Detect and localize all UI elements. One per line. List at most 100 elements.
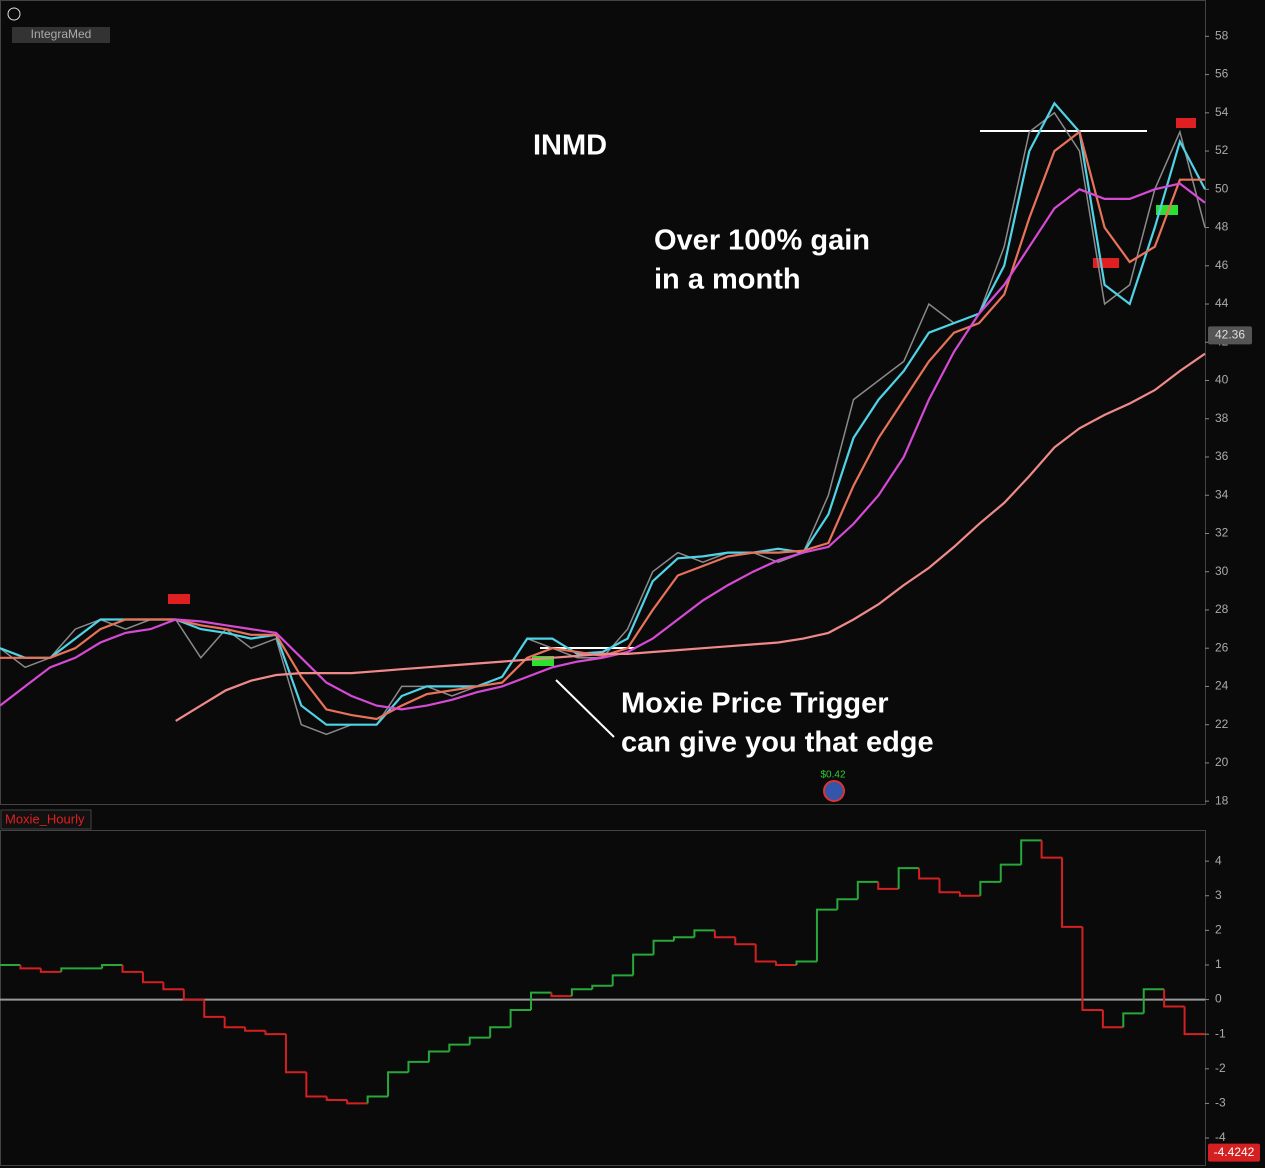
y-tick-label: 2	[1215, 923, 1222, 937]
step-segment	[877, 881, 899, 890]
study-icon[interactable]	[823, 780, 845, 802]
step-segment	[101, 963, 123, 969]
step-segment	[39, 968, 62, 973]
sell-signal	[1093, 258, 1119, 268]
step-segment	[366, 1095, 389, 1104]
step-segment	[509, 1008, 532, 1028]
y-tick-label: 38	[1215, 411, 1229, 425]
y-tick-label: 18	[1215, 793, 1229, 807]
y-tick-label: 28	[1215, 602, 1229, 616]
y-tick-label: 56	[1215, 67, 1229, 81]
step-segment	[918, 868, 940, 880]
y-tick-label: 26	[1215, 640, 1229, 654]
step-segment	[60, 967, 82, 972]
annotation: Moxie Price Trigger	[621, 688, 889, 720]
y-tick-label: 34	[1215, 487, 1229, 501]
step-segment	[999, 863, 1022, 882]
y-tick-label: 0	[1215, 992, 1222, 1006]
series-line	[0, 101, 1206, 726]
last-price-box	[1208, 326, 1252, 345]
step-segment	[223, 1016, 246, 1029]
step-segment	[19, 964, 41, 970]
step-segment	[795, 960, 817, 965]
step-segment	[672, 936, 695, 941]
series-line	[0, 111, 1206, 736]
step-segment	[1163, 989, 1185, 1008]
y-tick-label: 20	[1215, 755, 1229, 769]
step-segment	[611, 974, 634, 986]
step-segment	[162, 982, 184, 991]
step-segment	[775, 961, 797, 966]
step-segment	[468, 1036, 491, 1045]
step-segment	[1142, 988, 1165, 1014]
step-segment	[427, 1050, 450, 1062]
step-segment	[182, 989, 205, 1001]
step-segment	[141, 971, 164, 984]
last-value: -4.4242	[1214, 1145, 1255, 1159]
step-segment	[489, 1026, 511, 1038]
y-tick-label: 40	[1215, 373, 1229, 387]
buy-signal	[1156, 205, 1178, 215]
y-tick-label: -2	[1215, 1061, 1226, 1075]
y-tick-label: -1	[1215, 1026, 1226, 1040]
step-segment	[958, 892, 981, 897]
logo-box	[12, 27, 110, 43]
step-segment	[1020, 839, 1042, 865]
step-segment	[1040, 840, 1063, 859]
step-segment	[815, 908, 838, 962]
step-segment	[897, 867, 920, 889]
step-segment	[652, 939, 674, 955]
annotation: Over 100% gain	[654, 225, 870, 257]
annotation: in a month	[654, 264, 801, 296]
step-segment	[1122, 1012, 1144, 1028]
step-segment	[407, 1060, 429, 1073]
step-segment	[264, 1030, 286, 1036]
step-segment	[305, 1072, 327, 1098]
study-tab[interactable]	[0, 809, 92, 830]
series-line	[175, 352, 1206, 722]
step-segment	[325, 1096, 348, 1101]
y-tick-label: 24	[1215, 679, 1229, 693]
study-value: $0.42	[820, 770, 845, 781]
logo: IntegraMed	[31, 27, 92, 41]
y-tick-label: 3	[1215, 888, 1222, 902]
step-segment	[693, 929, 715, 938]
step-segment	[979, 880, 1001, 896]
step-segment	[1081, 926, 1103, 1011]
y-tick-label: 48	[1215, 220, 1229, 234]
step-segment	[1061, 857, 1083, 928]
step-segment	[570, 988, 593, 997]
y-tick-label: 30	[1215, 564, 1229, 578]
step-segment	[713, 930, 736, 939]
y-tick-label: 4	[1215, 853, 1222, 867]
last-price: 42.36	[1215, 328, 1245, 342]
y-tick-label: 44	[1215, 296, 1229, 310]
step-segment	[1101, 1009, 1124, 1029]
step-segment	[346, 1099, 368, 1105]
y-tick-label: -3	[1215, 1096, 1226, 1110]
step-segment	[856, 880, 879, 900]
indicator-title: Moxie_Hourly	[5, 811, 85, 826]
step-segment	[284, 1034, 307, 1074]
step-segment	[244, 1027, 266, 1032]
alert-icon[interactable]	[7, 7, 21, 21]
step-segment	[632, 953, 654, 976]
step-segment	[591, 984, 613, 990]
step-segment	[734, 937, 756, 946]
step-segment	[121, 964, 143, 973]
step-segment	[387, 1071, 409, 1097]
step-segment	[836, 898, 858, 910]
y-tick-label: 50	[1215, 181, 1229, 195]
sell-signal	[168, 594, 190, 604]
step-segment	[1183, 1006, 1205, 1036]
step-segment	[203, 999, 225, 1018]
step-segment	[530, 991, 552, 1010]
y-tick-label: 36	[1215, 449, 1229, 463]
price-panel	[0, 0, 1206, 805]
y-tick-label: 58	[1215, 29, 1229, 43]
y-tick-label: -4	[1215, 1130, 1226, 1144]
step-segment	[938, 878, 960, 894]
last-value-box	[1208, 1143, 1260, 1162]
series-line	[0, 182, 1206, 711]
